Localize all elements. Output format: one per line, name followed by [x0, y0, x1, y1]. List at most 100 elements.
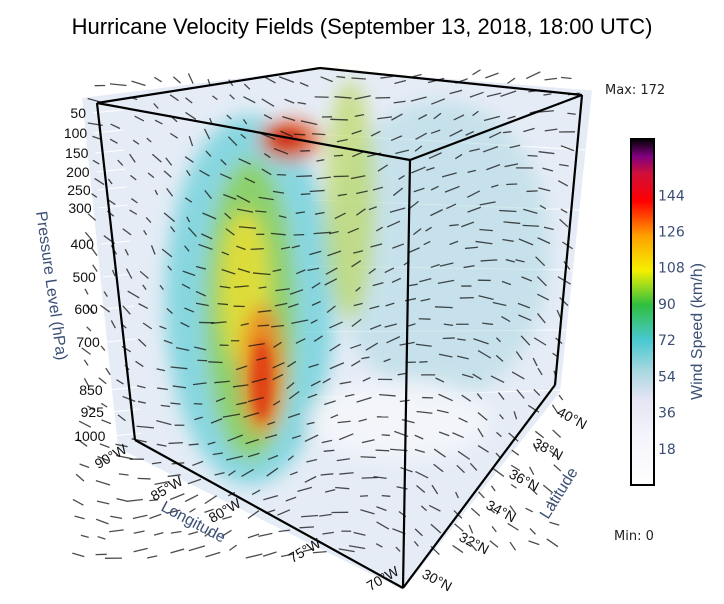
velocity-arrow [295, 338, 306, 344]
colorbar-tick-label: 126 [658, 225, 685, 241]
velocity-arrow [321, 439, 333, 444]
velocity-arrow [236, 194, 251, 203]
velocity-arrow [380, 75, 393, 79]
velocity-arrow [167, 265, 173, 271]
velocity-arrow [208, 361, 223, 364]
z-tick-label: 200 [66, 164, 90, 180]
velocity-arrow [72, 552, 85, 558]
velocity-arrow [472, 373, 482, 381]
velocity-arrow [533, 443, 538, 453]
velocity-arrow [130, 198, 138, 204]
velocity-arrow [324, 400, 336, 406]
velocity-arrow [353, 250, 364, 254]
z-axis-ticks: 50 100 150 200 250 300 400 500 600 700 850 925 1000 [64, 105, 106, 444]
z-tick-label: 250 [67, 182, 91, 198]
velocity-arrow [313, 231, 332, 235]
velocity-arrow [511, 449, 520, 456]
velocity-arrow [90, 247, 98, 256]
velocity-arrow [553, 464, 562, 472]
velocity-arrow [358, 418, 368, 423]
velocity-arrow [107, 178, 113, 185]
velocity-arrow [92, 264, 98, 272]
velocity-arrow [559, 218, 569, 228]
z-gridline [98, 204, 128, 209]
velocity-arrow [539, 204, 547, 210]
z-gridline [96, 168, 126, 173]
velocity-arrow [236, 401, 248, 406]
velocity-arrow [136, 425, 154, 429]
velocity-arrow [536, 313, 546, 324]
z-tick-label: 600 [74, 301, 98, 317]
velocity-arrow [92, 159, 100, 165]
velocity-arrow [275, 288, 290, 292]
velocity-arrow [86, 305, 95, 314]
velocity-arrow [271, 324, 285, 328]
velocity-arrow [543, 226, 554, 231]
velocity-arrow [469, 542, 478, 552]
velocity-arrow [187, 73, 194, 84]
velocity-arrow [217, 303, 229, 306]
velocity-arrow [165, 157, 173, 166]
z-gridline [112, 432, 142, 437]
velocity-arrow [454, 523, 464, 532]
velocity-arrow [95, 479, 111, 486]
velocity-arrow [223, 193, 237, 200]
velocity-arrow [309, 189, 325, 193]
velocity-arrow [291, 319, 309, 324]
velocity-arrow [395, 149, 409, 155]
velocity-arrow [542, 167, 554, 172]
velocity-arrow [461, 373, 474, 379]
velocity-arrow [325, 267, 338, 275]
velocity-arrow [97, 535, 106, 540]
velocity-arrow [329, 230, 339, 235]
z-tick-label: 700 [76, 334, 100, 350]
velocity-arrow [423, 240, 431, 246]
velocity-arrow [433, 463, 444, 473]
velocity-arrow [495, 337, 501, 343]
velocity-arrow [479, 201, 496, 206]
velocity-arrow [80, 534, 89, 538]
velocity-arrow [111, 269, 116, 277]
velocity-arrow [168, 441, 183, 445]
velocity-arrow [103, 291, 108, 297]
velocity-arrow [204, 508, 214, 513]
velocity-arrow [500, 90, 517, 97]
velocity-arrow [169, 94, 179, 102]
velocity-arrow [243, 83, 251, 90]
velocity-arrow [449, 224, 459, 227]
velocity-arrow [542, 484, 554, 494]
velocity-arrow [225, 228, 235, 236]
velocity-arrow [372, 282, 384, 287]
velocity-arrow [184, 156, 194, 163]
velocity-arrow [419, 277, 432, 283]
velocity-arrow [333, 154, 344, 157]
velocity-arrow [87, 213, 97, 221]
velocity-arrow [163, 212, 176, 223]
velocity-arrow [243, 412, 260, 418]
velocity-arrow [467, 190, 481, 198]
velocity-arrow [299, 82, 309, 87]
velocity-arrow [359, 495, 369, 497]
velocity-arrow [353, 302, 363, 307]
velocity-arrow [464, 246, 479, 250]
chart-title: Hurricane Velocity Fields (September 13,… [71, 14, 653, 39]
velocity-arrow [477, 428, 484, 438]
velocity-arrow [509, 505, 517, 515]
velocity-arrow [361, 356, 370, 360]
velocity-arrow [381, 495, 391, 497]
velocity-arrow [214, 380, 230, 384]
velocity-arrow [523, 208, 538, 214]
velocity-arrow [94, 177, 105, 186]
min-annotation: Min: 0 [614, 529, 654, 544]
velocity-arrow [81, 347, 91, 355]
velocity-arrow [412, 73, 422, 78]
velocity-arrow [488, 131, 502, 139]
velocity-arrow [282, 115, 296, 122]
velocity-arrow [418, 114, 428, 120]
velocity-arrow [228, 470, 236, 476]
velocity-arrow [308, 363, 319, 369]
velocity-arrow [255, 210, 267, 213]
velocity-arrow [311, 282, 321, 289]
velocity-arrow [472, 110, 479, 117]
